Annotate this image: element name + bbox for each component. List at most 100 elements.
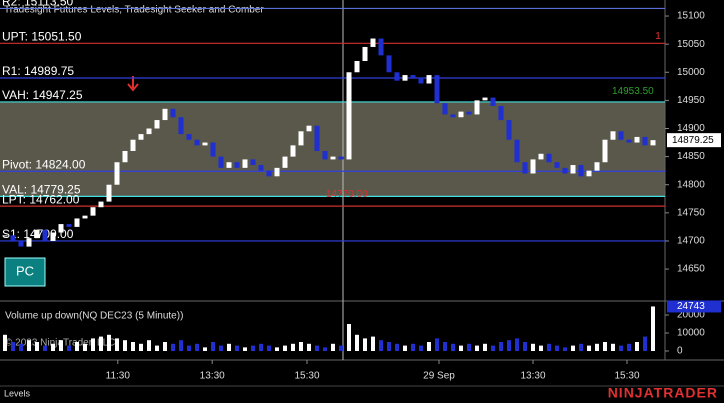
candle bbox=[538, 153, 544, 160]
candle bbox=[530, 159, 536, 174]
pc-button-label[interactable]: PC bbox=[16, 263, 34, 278]
candle bbox=[522, 162, 528, 174]
volume-bar bbox=[355, 334, 359, 352]
candle bbox=[290, 145, 296, 157]
candle bbox=[50, 232, 56, 241]
volume-bar bbox=[163, 342, 167, 352]
candle bbox=[274, 167, 280, 177]
candle bbox=[226, 162, 232, 168]
candle bbox=[490, 97, 496, 106]
candle bbox=[418, 77, 424, 84]
volume-bar bbox=[379, 340, 383, 352]
volume-bar bbox=[571, 345, 575, 352]
y-tick-label: 15100 bbox=[677, 11, 705, 22]
volume-bar bbox=[91, 338, 95, 352]
candle bbox=[594, 162, 600, 171]
x-tick-label: 13:30 bbox=[520, 371, 545, 382]
volume-bar bbox=[43, 345, 47, 352]
tab[interactable]: Levels bbox=[4, 388, 31, 398]
volume-bar bbox=[83, 343, 87, 352]
candle bbox=[26, 238, 32, 247]
y2-tick-label: 20000 bbox=[677, 310, 705, 321]
candle bbox=[354, 61, 360, 73]
candle bbox=[74, 218, 80, 227]
chart-title: Tradesight Futures Levels, Tradesight Se… bbox=[4, 5, 264, 16]
logo: NINJATRADER bbox=[608, 385, 718, 401]
candle bbox=[82, 215, 88, 219]
candle bbox=[642, 136, 648, 146]
volume-bar bbox=[483, 343, 487, 352]
candle bbox=[202, 142, 208, 146]
volume-bar bbox=[259, 343, 263, 352]
volume-bar bbox=[315, 345, 319, 352]
volume-bar bbox=[635, 342, 639, 352]
volume-bar bbox=[155, 345, 159, 352]
x-tick-label: 13:30 bbox=[200, 371, 225, 382]
volume-bar bbox=[467, 343, 471, 352]
volume-bar bbox=[107, 334, 111, 352]
candle bbox=[586, 170, 592, 177]
y-tick-label: 14650 bbox=[677, 264, 705, 275]
annotation: 14953.50 bbox=[612, 86, 654, 97]
y-tick-label: 14900 bbox=[677, 123, 705, 134]
volume-bar bbox=[219, 345, 223, 352]
volume-bar bbox=[603, 342, 607, 352]
volume-bar bbox=[403, 345, 407, 352]
pc-button[interactable] bbox=[4, 257, 46, 287]
volume-bar bbox=[139, 343, 143, 352]
volume-bar bbox=[443, 342, 447, 352]
volume-bar bbox=[147, 340, 151, 352]
volume-bar bbox=[243, 347, 247, 352]
volume-bar bbox=[627, 343, 631, 352]
candle bbox=[98, 201, 104, 208]
volume-bar bbox=[595, 343, 599, 352]
level-label: Pivot: 14824.00 bbox=[2, 157, 86, 171]
volume-bar bbox=[331, 343, 335, 352]
volume-bar bbox=[323, 347, 327, 352]
candle bbox=[210, 142, 216, 157]
candle bbox=[138, 134, 144, 140]
candle bbox=[378, 38, 384, 56]
candle bbox=[2, 235, 8, 237]
candle bbox=[506, 120, 512, 140]
volume-bar bbox=[131, 342, 135, 352]
volume-bar bbox=[523, 342, 527, 352]
y2-tick-label: 10000 bbox=[677, 328, 705, 339]
price-marker bbox=[667, 133, 721, 148]
volume-bar bbox=[67, 345, 71, 352]
candle bbox=[266, 170, 272, 177]
candle bbox=[146, 128, 152, 135]
level-label: R1: 14989.75 bbox=[2, 64, 74, 78]
level-label: LPT: 14762.00 bbox=[2, 192, 80, 206]
candle bbox=[458, 111, 464, 118]
x-tick-label: 29 Sep bbox=[423, 371, 455, 382]
level-label: VAL: 14779.25 bbox=[2, 183, 81, 197]
candle bbox=[34, 229, 40, 239]
candle bbox=[306, 125, 312, 132]
candle bbox=[474, 100, 480, 115]
volume-bar bbox=[123, 340, 127, 352]
volume-bar bbox=[643, 336, 647, 352]
volume-bar bbox=[51, 343, 55, 352]
candle bbox=[170, 108, 176, 118]
candle bbox=[42, 229, 48, 241]
candle bbox=[10, 235, 16, 241]
candle bbox=[466, 111, 472, 115]
volume-bar bbox=[491, 345, 495, 352]
volume-bar bbox=[299, 342, 303, 352]
candle bbox=[450, 114, 456, 118]
y-tick-label: 15050 bbox=[677, 39, 705, 50]
candle bbox=[498, 105, 504, 121]
candle bbox=[546, 153, 552, 163]
volume-bar bbox=[507, 340, 511, 352]
volume-bar bbox=[515, 338, 519, 352]
candle bbox=[258, 165, 264, 171]
candle bbox=[426, 75, 432, 84]
volume-bar bbox=[547, 343, 551, 352]
volume-bar bbox=[59, 340, 63, 352]
volume-bar bbox=[11, 342, 15, 352]
candle bbox=[346, 72, 352, 160]
volume-bar bbox=[27, 340, 31, 352]
volume-bar bbox=[179, 340, 183, 352]
